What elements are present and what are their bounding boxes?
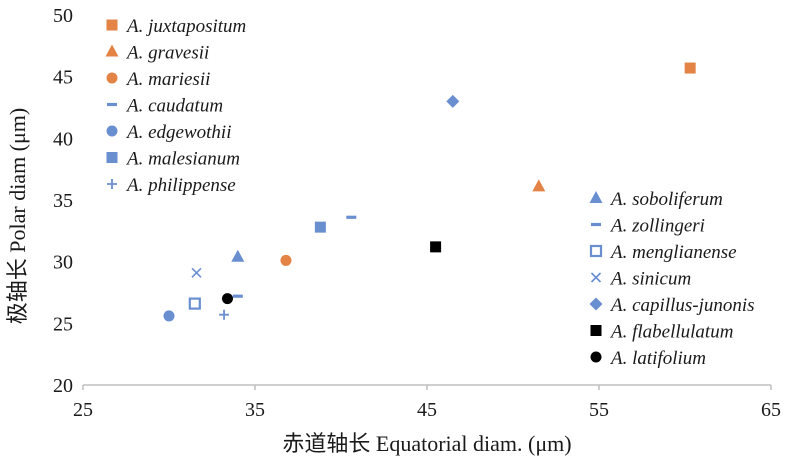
- legend-label-a-zollingeri: A. zollingeri: [609, 216, 705, 237]
- legend-label-a-philippense: A. philippense: [125, 175, 236, 196]
- x-tick-label: 65: [761, 399, 781, 421]
- x-tick-label: 45: [417, 399, 437, 421]
- legend-label-a-soboliferum: A. soboliferum: [609, 189, 723, 210]
- legend-marker-a-caudatum: [107, 102, 117, 107]
- x-tick-label: 25: [73, 399, 93, 421]
- legend-label-a-caudatum: A. caudatum: [125, 96, 223, 117]
- x-tick-labels: 25 35 45 55 65: [73, 385, 781, 421]
- legend-marker-a-soboliferum: [589, 191, 603, 203]
- legend-label-a-mariesii: A. mariesii: [125, 69, 210, 90]
- y-tick-label: 40: [53, 128, 73, 150]
- point-a-flabellulatum: [430, 241, 442, 253]
- legend-marker-a-gravesii: [105, 44, 119, 57]
- x-tick-label: 35: [245, 399, 265, 421]
- legend-label-a-sinicum: A. sinicum: [609, 269, 691, 290]
- legend-marker-a-juxtapositum: [106, 19, 118, 31]
- legend-marker-a-philippense: [107, 179, 117, 189]
- legend-bottom-right: A. soboliferum A. zollingeri A. menglianen…: [589, 189, 755, 369]
- point-a-philippense: [219, 309, 230, 320]
- point-a-capillus-junonis: [446, 94, 460, 108]
- legend-marker-a-malesianum: [106, 152, 118, 163]
- point-a-edgewothii: [163, 310, 175, 322]
- legend-marker-a-edgewothii: [106, 125, 118, 137]
- point-a-sinicum: [191, 267, 202, 278]
- legend-label-a-latifolium: A. latifolium: [609, 348, 706, 369]
- point-a-gravesii: [532, 179, 546, 192]
- legend-label-a-capillus-junonis: A. capillus-junonis: [609, 295, 755, 316]
- point-a-malesianum: [314, 221, 326, 233]
- y-tick-label: 30: [53, 252, 73, 274]
- legend-label-a-flabellulatum: A. flabellulatum: [609, 322, 733, 343]
- legend-marker-a-zollingeri: [591, 222, 601, 227]
- point-a-mariesii: [280, 254, 292, 266]
- legend-top-left: A. juxtapositum A. gravesii A. mariesii A. …: [105, 16, 246, 196]
- legend-label-a-juxtapositum: A. juxtapositum: [125, 16, 246, 37]
- point-a-menglianense: [188, 297, 201, 310]
- x-axis-title: 赤道轴长 Equatorial diam. (μm): [282, 431, 571, 456]
- y-tick-label: 25: [53, 313, 73, 335]
- y-tick-label: 35: [53, 190, 73, 212]
- y-tick-label: 50: [53, 5, 73, 27]
- legend-marker-a-latifolium: [590, 351, 602, 363]
- point-a-juxtapositum: [684, 62, 696, 74]
- y-tick-label: 45: [53, 67, 73, 89]
- point-a-latifolium: [221, 293, 233, 305]
- legend-label-a-malesianum: A. malesianum: [125, 149, 240, 170]
- legend-label-a-gravesii: A. gravesii: [125, 43, 209, 64]
- legend-marker-a-sinicum: [590, 272, 602, 283]
- legend-marker-a-mariesii: [106, 72, 118, 84]
- y-tick-label: 20: [53, 375, 73, 397]
- y-axis-title: 极轴长 Polar diam (μm): [5, 108, 30, 325]
- point-a-soboliferum: [231, 249, 245, 262]
- legend-label-a-menglianense: A. menglianense: [609, 242, 737, 263]
- legend-marker-a-capillus-junonis: [589, 297, 603, 311]
- point-a-caudatum: [346, 215, 357, 219]
- data-points: [163, 62, 696, 322]
- y-tick-labels: 20 25 30 35 40 45 50: [53, 5, 73, 397]
- legend-marker-a-menglianense: [589, 244, 603, 258]
- legend-marker-a-flabellulatum: [590, 325, 602, 336]
- x-tick-label: 55: [589, 399, 609, 421]
- legend-label-a-edgewothii: A. edgewothii: [125, 122, 231, 143]
- point-a-zollingeri: [232, 294, 243, 298]
